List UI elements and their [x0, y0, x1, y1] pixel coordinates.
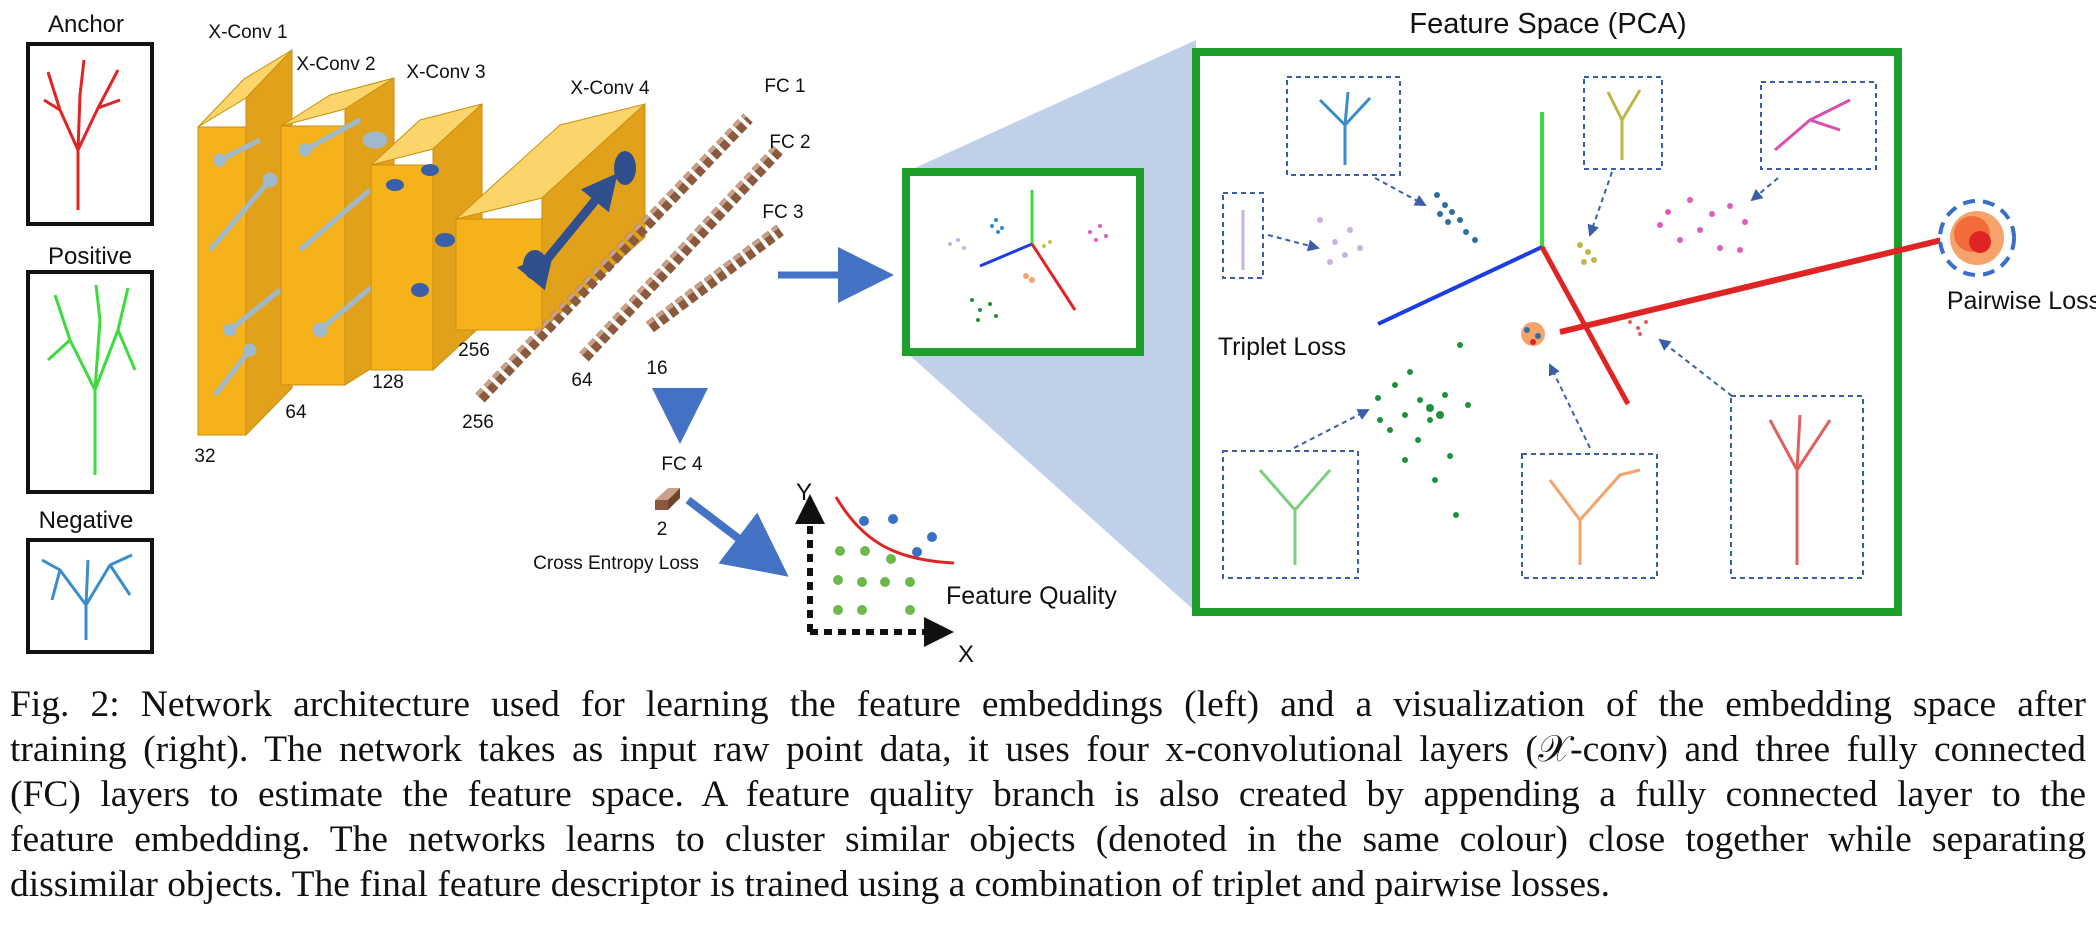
feature-space-panel: Triplet Loss	[1192, 48, 1943, 616]
pca-axis-blue	[1377, 245, 1543, 326]
thumb-olive-tree	[1583, 76, 1663, 170]
fc1-label: FC 1	[764, 76, 805, 97]
fc3-dim: 16	[646, 358, 667, 379]
fc3-label: FC 3	[762, 202, 803, 223]
feature-space-title: Feature Space (PCA)	[1409, 8, 1686, 40]
input-anchor: Anchor	[26, 11, 154, 226]
pca-thumbnail	[902, 168, 1144, 356]
figure-caption: Fig. 2: Network architecture used for le…	[10, 682, 2086, 907]
negative-label: Negative	[39, 507, 134, 534]
xconv4-label: X-Conv 4	[570, 78, 650, 99]
fc4-layer: FC 4 2 Cross Entropy Loss	[533, 454, 703, 574]
positive-tree-icon	[46, 284, 137, 475]
caption-line-2: training (right). The network takes as i…	[10, 729, 2086, 770]
xconv3-dim: 128	[372, 372, 404, 393]
pairwise-line	[1559, 237, 1943, 335]
xconv4-dim: 256	[458, 340, 490, 361]
triplet-loss-label: Triplet Loss	[1218, 333, 1346, 361]
thumb-lavender-tree	[1222, 192, 1264, 279]
cross-entropy-label: Cross Entropy Loss	[533, 553, 699, 574]
cluster-red	[1628, 320, 1648, 336]
input-positive: Positive	[26, 243, 154, 494]
caption-line-4: feature embedding. The networks learns t…	[10, 819, 2086, 860]
fc3-layer: FC 3 16	[645, 202, 804, 379]
fc2-layer: FC 2 64	[571, 132, 810, 391]
feature-quality-plot: Y X Feature Quality	[795, 479, 1117, 668]
xconv2-label: X-Conv 2	[296, 54, 375, 75]
cluster-orange	[1521, 322, 1545, 346]
to-quality-arrow	[685, 496, 789, 577]
xconv1-label: X-Conv 1	[208, 22, 287, 43]
fc1-dim: 256	[462, 412, 494, 433]
thumb-blue-tree	[1286, 76, 1401, 176]
anchor-tree-icon	[43, 59, 121, 210]
quality-y-axis: Y	[796, 479, 812, 506]
xconv3-label: X-Conv 3	[406, 62, 485, 83]
caption-line-3: (FC) layers to estimate the feature spac…	[10, 774, 2086, 815]
feature-quality-label: Feature Quality	[946, 582, 1117, 610]
anchor-label: Anchor	[48, 11, 124, 38]
xconv1-dim: 32	[194, 446, 215, 467]
thumb-green-tree	[1222, 450, 1359, 579]
negative-tree-icon	[41, 553, 133, 640]
anchor-frame	[26, 42, 154, 226]
caption-line-1: Fig. 2: Network architecture used for le…	[10, 684, 2086, 725]
positive-label: Positive	[48, 243, 132, 270]
cluster-olive	[1577, 242, 1597, 265]
cluster-green	[1375, 342, 1471, 518]
cluster-magenta	[1657, 197, 1748, 253]
fc4-label: FC 4	[661, 454, 703, 475]
quality-x-axis: X	[958, 641, 974, 668]
thumb-orange-tree	[1521, 453, 1658, 579]
fc4-dim: 2	[657, 519, 668, 540]
fc2-label: FC 2	[769, 132, 810, 153]
xconv4-block: X-Conv 4 256	[455, 78, 650, 361]
fc1-layer: FC 1 256	[462, 76, 805, 433]
thumb-red-tree	[1730, 395, 1864, 579]
pairwise-loss: Pairwise Loss	[1938, 199, 2096, 315]
xconv2-dim: 64	[285, 402, 307, 423]
thumb-magenta-tree	[1760, 81, 1877, 170]
network-figure: Anchor Positive Negative X-Conv 1 32	[26, 8, 2096, 668]
cluster-arrows	[1267, 171, 1779, 449]
pairwise-loss-label: Pairwise Loss	[1947, 287, 2096, 315]
cluster-blue	[1434, 192, 1478, 243]
caption-line-5: dissimilar objects. The final feature de…	[10, 864, 1610, 905]
input-negative: Negative	[26, 507, 154, 654]
xconv1-block: X-Conv 1 32	[194, 22, 293, 467]
fc2-dim: 64	[571, 370, 593, 391]
cluster-lavender	[1317, 217, 1363, 265]
